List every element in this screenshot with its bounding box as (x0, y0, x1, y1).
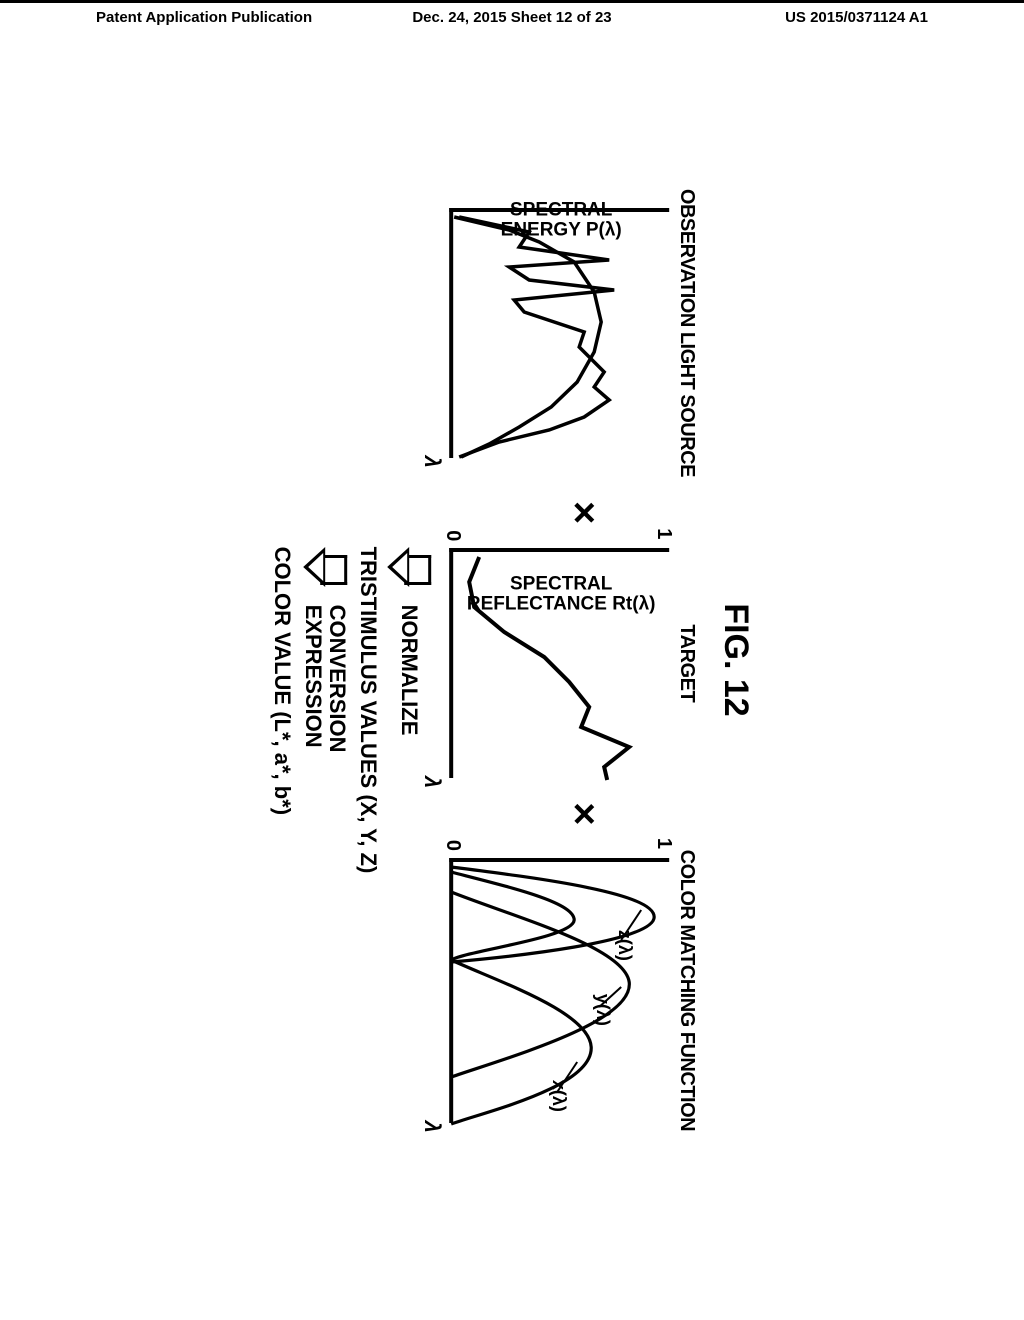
chart2-frame: SPECTRAL REFLECTANCE Rt(λ) 1 0 λ (449, 548, 669, 778)
cmf-x-curve (451, 872, 591, 1124)
flow-step-2-l2: EXPRESSION (301, 605, 326, 748)
color-value-text: COLOR VALUE (L*, a*, b*) (269, 547, 295, 816)
chart3-title: COLOR MATCHING FUNCTION (675, 850, 698, 1131)
header-right: US 2015/0371124 A1 (651, 9, 1024, 26)
flow-step-2-label: CONVERSION EXPRESSION (301, 605, 349, 753)
chart2-xlabel: λ (419, 776, 445, 788)
chart2-ylabel: SPECTRAL REFLECTANCE Rt(λ) (467, 575, 656, 615)
chart3-ytick-0: 0 (441, 840, 464, 851)
cmf-y-label: y(λ) (592, 994, 613, 1026)
figure-label: FIG. 12 (716, 603, 755, 716)
charts-row: OBSERVATION LIGHT SOURCE SPECTRAL ENERGY… (449, 189, 698, 1131)
cmf-z-label: z(λ) (614, 930, 635, 961)
flow-step-2: CONVERSION EXPRESSION (301, 547, 349, 753)
page-header: Patent Application Publication Dec. 24, … (0, 0, 1024, 44)
cmf-y-curve (451, 892, 629, 1077)
figure-rotated-container: FIG. 12 OBSERVATION LIGHT SOURCE SPECTRA… (269, 160, 755, 1160)
figure-12: FIG. 12 OBSERVATION LIGHT SOURCE SPECTRA… (269, 160, 755, 1160)
multiply-1-icon: × (541, 497, 606, 528)
arrow-down-icon (387, 547, 431, 587)
chart1-smooth-line (454, 217, 601, 457)
chart1-ylabel-l1: SPECTRAL (510, 200, 612, 221)
chart1-svg (449, 212, 669, 462)
chart1-ylabel-l2: ENERGY P(λ) (501, 219, 622, 240)
chart2-ylabel-l1: SPECTRAL (510, 574, 612, 595)
chart2-ytick-1: 1 (652, 528, 675, 539)
chart-target: TARGET SPECTRAL REFLECTANCE Rt(λ) 1 0 λ (449, 548, 698, 778)
cmf-x-label: x(λ) (548, 1080, 569, 1112)
header-mid: Dec. 24, 2015 Sheet 12 of 23 (373, 9, 650, 26)
arrow-down-icon (303, 547, 347, 587)
flow-step-1-label: NORMALIZE (397, 605, 421, 736)
chart3-frame: 1 0 z(λ) y(λ) x(λ) λ (449, 858, 669, 1123)
flow-step-1: NORMALIZE (387, 547, 431, 736)
chart2-ylabel-l2: REFLECTANCE Rt(λ) (467, 594, 656, 615)
multiply-2-icon: × (541, 798, 606, 829)
chart2-title: TARGET (675, 624, 698, 702)
chart1-title: OBSERVATION LIGHT SOURCE (675, 189, 698, 477)
flow-step-2-l1: CONVERSION (325, 605, 350, 753)
chart3-xlabel: λ (419, 1121, 445, 1133)
chart-observation-light-source: OBSERVATION LIGHT SOURCE SPECTRAL ENERGY… (449, 189, 698, 477)
chart1-xlabel: λ (419, 456, 445, 468)
chart1-ylabel: SPECTRAL ENERGY P(λ) (501, 201, 622, 241)
chart2-ytick-0: 0 (441, 530, 464, 541)
header-left: Patent Application Publication (0, 9, 373, 26)
chart1-spiky-line (459, 217, 614, 457)
chart3-ytick-1: 1 (652, 838, 675, 849)
tristimulus-text: TRISTIMULUS VALUES (X, Y, Z) (355, 547, 381, 874)
chart-color-matching-function: COLOR MATCHING FUNCTION 1 0 z(λ) y(λ) x(… (449, 850, 698, 1131)
chart1-frame: SPECTRAL ENERGY P(λ) λ (449, 208, 669, 458)
flow-column: NORMALIZE TRISTIMULUS VALUES (X, Y, Z) C… (269, 547, 431, 874)
